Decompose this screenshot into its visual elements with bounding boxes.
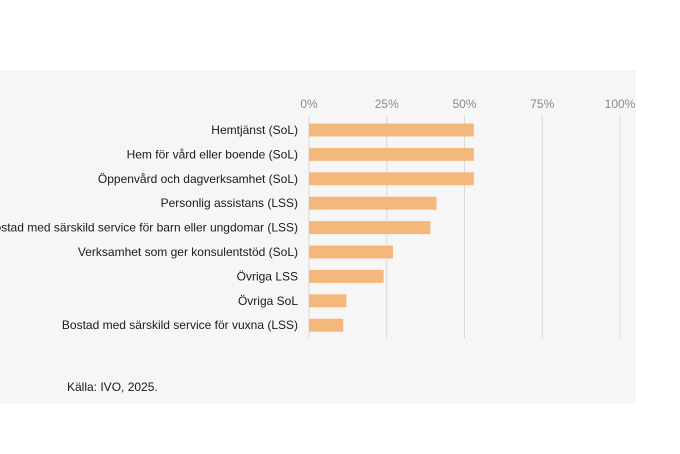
x-tick-label: 25% — [375, 97, 399, 111]
x-tick-label: 100% — [605, 97, 636, 111]
bar — [309, 221, 431, 235]
bar — [309, 318, 344, 332]
source-note: Källa: IVO, 2025. — [67, 380, 158, 394]
bar — [309, 172, 474, 186]
category-label: Hem för vård eller boende (SoL) — [127, 147, 298, 161]
x-tick-label: 50% — [452, 97, 476, 111]
bar — [309, 123, 474, 137]
bars — [309, 123, 474, 332]
bar — [309, 269, 384, 283]
bar — [309, 245, 393, 259]
category-label: Bostad med särskild service för barn ell… — [0, 221, 298, 235]
category-label: Övriga LSS — [237, 269, 298, 283]
category-label: Hemtjänst (SoL) — [211, 123, 298, 137]
x-tick-label: 75% — [530, 97, 554, 111]
x-tick-labels: 0% 25% 50% 75% 100% — [300, 97, 635, 111]
bar — [309, 196, 437, 210]
category-label: Öppenvård och dagverksamhet (SoL) — [98, 172, 298, 186]
category-label: Övriga SoL — [238, 294, 298, 308]
bar — [309, 294, 347, 308]
category-label: Verksamhet som ger konsulentstöd (SoL) — [78, 245, 298, 259]
bar — [309, 147, 474, 161]
x-tick-label: 0% — [300, 97, 318, 111]
category-label: Bostad med särskild service för vuxna (L… — [62, 318, 298, 332]
category-labels: Hemtjänst (SoL) Hem för vård eller boende… — [0, 123, 298, 332]
category-label: Personlig assistans (LSS) — [161, 196, 298, 210]
